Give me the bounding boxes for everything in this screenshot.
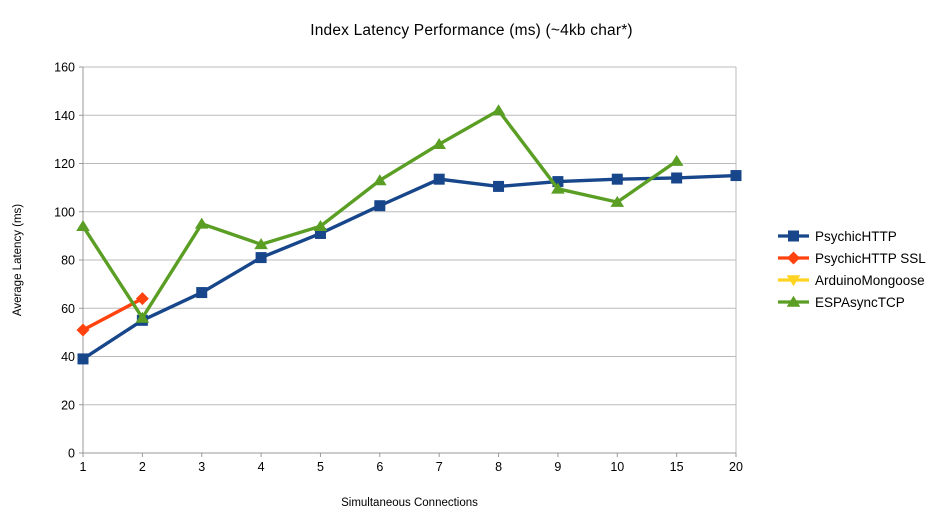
data-point-psychichttp — [255, 252, 267, 264]
data-point-psychichttp — [552, 176, 564, 188]
x-tick-label: 2 — [139, 460, 146, 474]
x-tick-label: 9 — [554, 460, 561, 474]
y-tick-label: 0 — [68, 447, 75, 461]
x-tick-label: 10 — [610, 460, 624, 474]
data-point-psychichttp — [730, 170, 742, 182]
data-point-espasynctcp — [551, 182, 565, 194]
legend-label: PsychicHTTP — [815, 228, 897, 244]
x-tick-label: 20 — [729, 460, 743, 474]
legend-item-espasynctcp: ESPAsyncTCP — [777, 291, 926, 313]
legend-label: PsychicHTTP SSL — [815, 250, 926, 266]
legend-marker-diamond-icon — [778, 251, 809, 265]
data-point-espasynctcp — [669, 154, 684, 166]
series-line-psychichttp — [82, 173, 737, 361]
data-point-psychichttp-ssl — [135, 292, 149, 306]
x-tick-label: 5 — [317, 460, 324, 474]
x-tick-label: 7 — [436, 460, 443, 474]
x-axis-title: Simultaneous Connections — [341, 497, 478, 509]
y-tick-label: 40 — [61, 350, 75, 364]
x-tick-label: 1 — [80, 460, 87, 474]
legend-marker — [787, 251, 800, 265]
y-tick-label: 140 — [54, 109, 75, 123]
data-point-espasynctcp — [313, 220, 328, 232]
data-point-psychichttp — [196, 287, 208, 299]
data-point-espasynctcp — [254, 238, 268, 250]
legend-label: ESPAsyncTCP — [815, 294, 905, 310]
y-tick-label: 80 — [61, 254, 75, 268]
data-point-psychichttp — [314, 227, 326, 239]
series-line-espasynctcp — [81, 108, 678, 322]
y-tick-label: 100 — [54, 205, 75, 219]
data-point-psychichttp-ssl — [76, 323, 90, 337]
legend: PsychicHTTP PsychicHTTP SSL ArduinoMongo… — [777, 225, 926, 313]
legend-item-psychichttp: PsychicHTTP — [777, 225, 926, 247]
y-tick-label: 20 — [61, 398, 75, 412]
data-point-psychichttp — [77, 353, 89, 365]
legend-marker — [788, 230, 799, 242]
y-tick-label: 120 — [54, 157, 75, 171]
legend-marker-triangle-down-icon — [778, 275, 809, 287]
data-point-espasynctcp — [135, 311, 150, 323]
legend-marker — [786, 295, 801, 307]
y-tick-label: 60 — [61, 302, 75, 316]
y-tick-label: 160 — [54, 61, 75, 75]
legend-marker — [786, 275, 801, 287]
legend-marker-square-icon — [778, 230, 809, 242]
data-point-espasynctcp — [194, 217, 209, 229]
legend-marker-triangle-up-icon — [778, 295, 809, 307]
data-point-espasynctcp — [76, 220, 90, 232]
x-tick-label: 15 — [670, 460, 684, 474]
data-point-psychichttp — [433, 173, 445, 185]
data-point-espasynctcp — [491, 104, 506, 116]
x-tick-label: 4 — [258, 460, 265, 474]
data-point-psychichttp — [374, 200, 386, 212]
data-point-psychichttp — [611, 173, 623, 185]
x-tick-label: 6 — [376, 460, 383, 474]
data-point-espasynctcp — [432, 138, 446, 149]
legend-label: ArduinoMongoose — [815, 272, 925, 288]
data-point-psychichttp — [493, 180, 505, 192]
legend-item-psychichttp-ssl: PsychicHTTP SSL — [777, 247, 926, 269]
data-point-espasynctcp — [610, 195, 625, 207]
data-point-espasynctcp — [373, 174, 387, 186]
legend-item-arduinomongoose: ArduinoMongoose — [777, 269, 926, 291]
x-tick-label: 3 — [198, 460, 205, 474]
y-axis-title: Average Latency (ms) — [12, 203, 24, 317]
chart-title: Index Latency Performance (ms) (~4kb cha… — [310, 22, 633, 39]
data-point-psychichttp — [671, 172, 683, 184]
x-tick-label: 8 — [495, 460, 502, 474]
